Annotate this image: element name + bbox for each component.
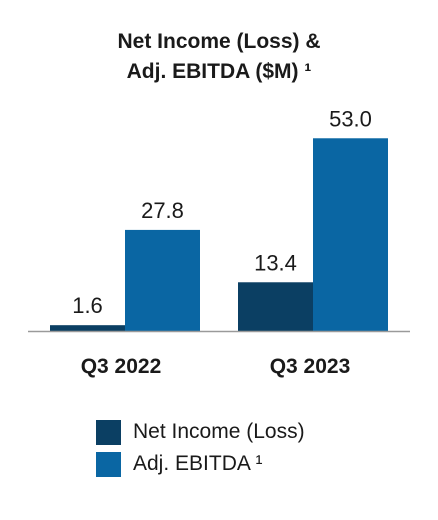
legend-item-net-income: Net Income (Loss) [96, 416, 305, 448]
legend-label-adj-ebitda: Adj. EBITDA ¹ [133, 452, 263, 475]
chart-title-line-2: Adj. EBITDA ($M) ¹ [126, 60, 312, 83]
chart-legend: Net Income (Loss) Adj. EBITDA ¹ [96, 416, 305, 480]
x-tick-label-1: Q3 2022 [81, 355, 162, 378]
bar-chart: 1.6 27.8 Q3 2022 13.4 53.0 Q3 2023 [28, 106, 410, 378]
legend-swatch-adj-ebitda [96, 451, 121, 477]
bar-net-income-2 [238, 282, 313, 331]
data-label-net-income-1: 1.6 [72, 293, 103, 318]
bar-adj-ebitda-1 [125, 229, 200, 331]
legend-swatch-net-income [96, 419, 121, 445]
x-tick-label-2: Q3 2023 [270, 355, 351, 378]
legend-label-net-income: Net Income (Loss) [133, 420, 305, 443]
chart-title-line-1: Net Income (Loss) & [117, 30, 321, 53]
bar-net-income-1 [50, 325, 125, 331]
legend-item-adj-ebitda: Adj. EBITDA ¹ [96, 448, 305, 480]
data-label-adj-ebitda-2: 53.0 [329, 106, 372, 131]
data-label-adj-ebitda-1: 27.8 [141, 198, 184, 223]
bar-adj-ebitda-2 [313, 138, 388, 331]
data-label-net-income-2: 13.4 [254, 250, 297, 275]
